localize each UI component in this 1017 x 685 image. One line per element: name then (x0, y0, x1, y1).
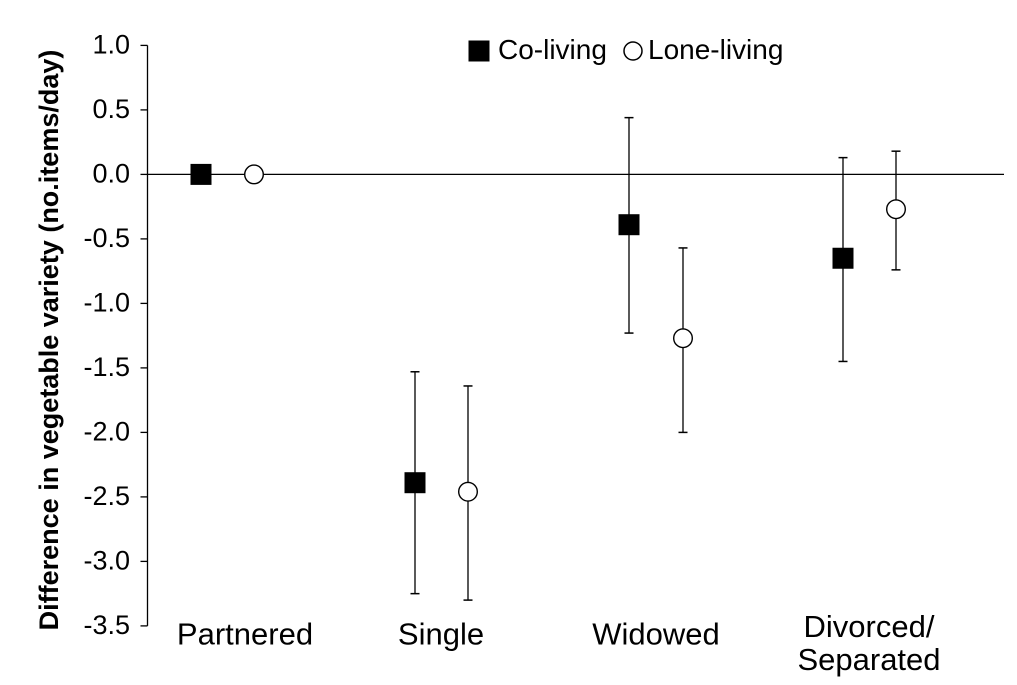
svg-text:-2.5: -2.5 (83, 481, 130, 511)
svg-text:0.0: 0.0 (92, 159, 130, 189)
svg-text:-3.5: -3.5 (83, 610, 130, 640)
svg-text:Single: Single (398, 617, 484, 652)
svg-text:Widowed: Widowed (592, 617, 720, 652)
svg-text:Divorced/: Divorced/ (804, 609, 935, 644)
svg-text:-3.0: -3.0 (83, 546, 130, 576)
svg-text:Lone-living: Lone-living (648, 34, 783, 65)
svg-text:0.5: 0.5 (92, 94, 130, 124)
svg-text:-2.0: -2.0 (83, 417, 130, 447)
svg-text:Partnered: Partnered (177, 617, 313, 652)
svg-text:-0.5: -0.5 (83, 223, 130, 253)
svg-text:Co-living: Co-living (498, 34, 607, 65)
svg-text:-1.0: -1.0 (83, 288, 130, 318)
svg-text:1.0: 1.0 (92, 30, 130, 60)
svg-text:-1.5: -1.5 (83, 352, 130, 382)
svg-text:Separated: Separated (797, 642, 940, 677)
svg-text:Difference in vegetable variet: Difference in vegetable variety (no.item… (34, 50, 64, 631)
